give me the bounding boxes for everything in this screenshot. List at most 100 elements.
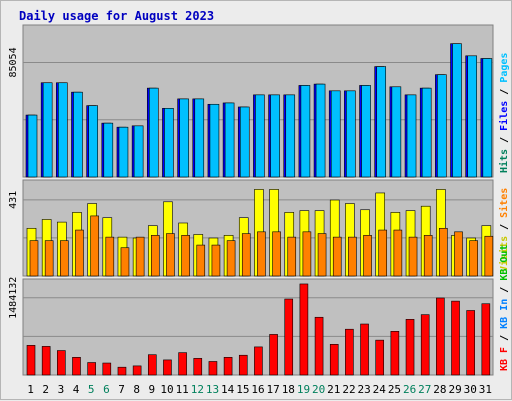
bar-pages [73, 91, 83, 178]
legend-hits-files-pages: Hits / Files / Pages [498, 53, 510, 173]
panel-visits-sites: 431 Visits / Sites [8, 179, 510, 277]
x-tick-label: 22 [342, 383, 355, 396]
bar-kbytes [208, 361, 218, 376]
x-tick-label: 15 [236, 383, 249, 396]
legend-item: KB F [499, 347, 510, 371]
x-tick-label: 4 [73, 383, 80, 396]
x-tick-label: 28 [433, 383, 446, 396]
panel-kbytes: 1484132 KB F / KB In / KB Out [8, 245, 510, 376]
x-tick-label: 27 [418, 383, 431, 396]
legend-item: Sites [498, 188, 510, 218]
y-max-label: 431 [8, 191, 19, 209]
bar-pages [346, 90, 356, 178]
bar-pages [406, 94, 417, 178]
bar-pages [164, 108, 174, 178]
bar-kbytes [466, 310, 475, 376]
legend-item: Pages [499, 53, 510, 83]
bar-sites [287, 236, 297, 277]
bar-kbytes [329, 344, 339, 376]
bar-kbytes [345, 328, 354, 376]
x-tick-label: 7 [118, 383, 125, 396]
bar-pages [452, 43, 462, 178]
bar-pages [58, 82, 68, 178]
bar-sites [166, 233, 175, 277]
x-tick-label: 5 [88, 383, 95, 396]
x-tick-label: 26 [403, 383, 416, 396]
bar-sites [469, 240, 478, 277]
bar-pages [148, 87, 159, 178]
legend-item: Files [498, 101, 510, 131]
x-tick-label: 30 [464, 383, 477, 396]
bar-sites [211, 244, 221, 277]
bars [26, 189, 494, 277]
bar-sites [120, 247, 130, 277]
bar-pages [437, 74, 447, 178]
panel-hits-files-pages: 85054 Hits / Files / Pages [8, 24, 510, 178]
x-tick-label: 3 [58, 383, 65, 396]
bar-sites [302, 231, 312, 277]
bar-sites [135, 236, 145, 277]
x-tick-label: 13 [206, 383, 219, 396]
x-tick-label: 23 [358, 383, 371, 396]
x-tick-label: 8 [133, 383, 140, 396]
bar-kbytes [163, 359, 172, 376]
bar-pages [194, 98, 205, 178]
legend-separator: / [499, 131, 510, 149]
bar-sites [60, 240, 69, 277]
bar-sites [29, 240, 39, 277]
x-tick-label: 10 [160, 383, 173, 396]
legend-separator: / [499, 281, 510, 299]
bar-sites [454, 231, 463, 277]
bar-sites [332, 236, 342, 277]
bar-kbytes [284, 298, 294, 376]
legend-item: KB Out [499, 245, 510, 281]
bar-sites [241, 233, 251, 277]
bar-pages [42, 82, 53, 178]
bar-pages [482, 58, 493, 178]
legend-item: KB In [499, 299, 510, 329]
bar-pages [330, 90, 341, 178]
bar-sites [257, 231, 266, 277]
bar-kbytes [269, 334, 278, 376]
bar-kbytes [481, 303, 491, 376]
bar-pages [391, 86, 402, 178]
bar-kbytes [102, 362, 112, 376]
bar-kbytes [132, 365, 142, 376]
bar-kbytes [117, 366, 127, 376]
x-tick-label: 14 [221, 383, 235, 396]
bar-kbytes [72, 357, 81, 376]
bar-sites [378, 229, 388, 277]
bar-sites [484, 235, 494, 277]
bar-kbytes [147, 354, 157, 376]
bar-kbytes [238, 354, 248, 376]
bar-kbytes [390, 331, 400, 376]
bar-pages [361, 85, 371, 178]
bar-kbytes [405, 319, 415, 376]
bar-kbytes [420, 314, 430, 376]
legend-item: Visits [498, 236, 510, 272]
legend-separator: / [499, 218, 510, 236]
bar-sites [272, 231, 281, 277]
x-tick-label: 17 [267, 383, 280, 396]
bar-kbytes [57, 350, 66, 376]
y-max-label: 1484132 [8, 277, 19, 319]
bar-kbytes [223, 357, 233, 376]
bar-sites [105, 236, 115, 277]
chart-title: Daily usage for August 2023 [19, 9, 214, 23]
bar-kbytes [193, 358, 203, 376]
x-tick-label: 2 [42, 383, 49, 396]
bar-sites [226, 240, 236, 277]
x-tick-label: 6 [103, 383, 110, 396]
bar-pages [376, 66, 387, 178]
bar-sites [408, 236, 418, 277]
x-tick-label: 20 [312, 383, 325, 396]
x-tick-label: 16 [251, 383, 264, 396]
bar-sites [393, 229, 403, 277]
bar-pages [118, 126, 129, 178]
x-tick-label: 21 [327, 383, 340, 396]
x-axis: 1 2 3 4 5 6 7 8 9 10 11 12 13 14 15 16 17 18 19 20 21 22 23 24 2… [27, 383, 492, 396]
x-tick-label: 9 [149, 383, 156, 396]
x-tick-label: 18 [282, 383, 295, 396]
bar-sites [348, 236, 357, 277]
